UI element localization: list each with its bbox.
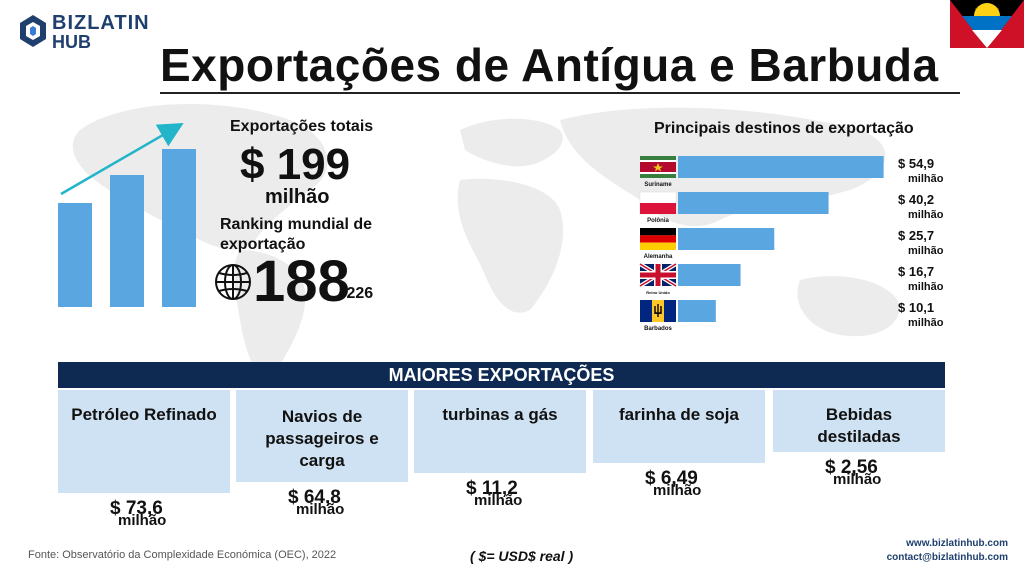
product-value: $ 6,49: [645, 468, 698, 489]
top-exports-band: MAIORES EXPORTAÇÕES: [58, 362, 945, 388]
product-card: Petróleo Refinado: [58, 390, 230, 493]
trend-arrow-icon: [60, 122, 184, 196]
logo-text-line1: BIZLATIN: [52, 12, 150, 34]
destination-value-label: $ 40,2: [898, 192, 934, 207]
uk-flag-cross-red: [640, 272, 676, 278]
germany-flag-stripe: [640, 235, 676, 243]
destination-bar: [678, 156, 884, 178]
source-note: Fonte: Observatório da Complexidade Econ…: [28, 549, 337, 561]
destination-country-label: Barbados: [644, 326, 672, 332]
world-ranking-value: 188: [253, 249, 350, 314]
germany-flag-stripe: [640, 242, 676, 250]
destinations-bar-chart: Suriname $ 54,9 milhão Polônia $ 40,2 milhão A…: [638, 156, 944, 332]
product-unit: milhão: [296, 501, 345, 518]
product-name: Navios de passageiros e carga: [265, 407, 379, 470]
product-card: turbinas a gás: [414, 390, 586, 473]
product-unit: milhão: [833, 471, 882, 488]
destination-value-label: $ 54,9: [898, 156, 934, 171]
destination-unit-label: milhão: [908, 317, 944, 329]
destination-value-label: $ 16,7: [898, 264, 934, 279]
world-ranking-total: /226: [342, 285, 374, 302]
growth-bar-2: [110, 175, 144, 307]
currency-note: ( $= USD$ real ): [470, 548, 574, 564]
destinations-title: Principais destinos de exportação: [654, 120, 914, 137]
product-value: $ 11,2: [466, 478, 518, 499]
product-unit: milhão: [653, 482, 702, 499]
total-exports-unit: milhão: [265, 186, 330, 208]
product-card: Bebidas destiladas: [773, 390, 945, 452]
bizlatinhub-logo: BIZLATIN HUB: [18, 12, 150, 52]
destination-unit-label: milhão: [908, 173, 944, 185]
growth-bars-graphic: [58, 122, 196, 307]
product-value: $ 73,6: [110, 498, 163, 519]
email-link[interactable]: contact@bizlatinhub.com: [886, 552, 1008, 563]
contact-info: www.bizlatinhub.com contact@bizlatinhub.…: [880, 537, 1008, 565]
product-unit: milhão: [474, 492, 523, 509]
destination-country-label: Alemanha: [644, 254, 673, 260]
destination-country-label: Reino Unido: [646, 290, 670, 295]
logo-text-line2: HUB: [52, 32, 91, 52]
total-exports-label: Exportações totais: [230, 118, 374, 135]
destination-unit-label: milhão: [908, 281, 944, 293]
globe-icon: [215, 264, 251, 300]
product-name: Bebidas destiladas: [817, 405, 901, 446]
destination-bar: [678, 192, 829, 214]
website-link[interactable]: www.bizlatinhub.com: [906, 538, 1008, 549]
total-exports-value: $ 199: [240, 140, 351, 189]
title-divider: [160, 92, 960, 94]
destination-country-label: Suriname: [644, 182, 672, 188]
product-name: farinha de soja: [619, 405, 739, 424]
product-unit: milhão: [118, 512, 167, 529]
germany-flag-icon: [640, 228, 676, 236]
destination-value-label: $ 25,7: [898, 228, 934, 243]
barbados-flag-icon: [640, 300, 652, 322]
suriname-flag-star: [653, 163, 663, 172]
poland-flag-stripe: [640, 203, 676, 214]
destination-bar: [678, 228, 775, 250]
product-name: turbinas a gás: [442, 405, 558, 424]
product-card: farinha de soja: [593, 390, 765, 463]
growth-bar-3: [162, 149, 196, 307]
barbados-trident-icon: [654, 304, 662, 317]
barbados-flag-stripe: [664, 300, 676, 322]
destination-unit-label: milhão: [908, 245, 944, 257]
destination-bar: [678, 300, 716, 322]
product-name: Petróleo Refinado: [71, 405, 217, 424]
antigua-barbuda-flag-icon: [950, 0, 1024, 48]
destination-value-label: $ 10,1: [898, 300, 934, 315]
destination-unit-label: milhão: [908, 209, 944, 221]
page-title: Exportações de Antígua e Barbuda: [160, 39, 939, 91]
logo-hexagon-icon: [20, 15, 46, 47]
product-card: Navios de passageiros e carga: [236, 390, 408, 482]
destination-country-label: Polônia: [647, 218, 669, 224]
product-value: $ 64,8: [288, 487, 341, 508]
world-ranking-label: Ranking mundial de exportação: [220, 216, 373, 253]
destination-bar: [678, 264, 741, 286]
growth-bar-1: [58, 203, 92, 307]
product-value: $ 2,56: [825, 457, 878, 478]
